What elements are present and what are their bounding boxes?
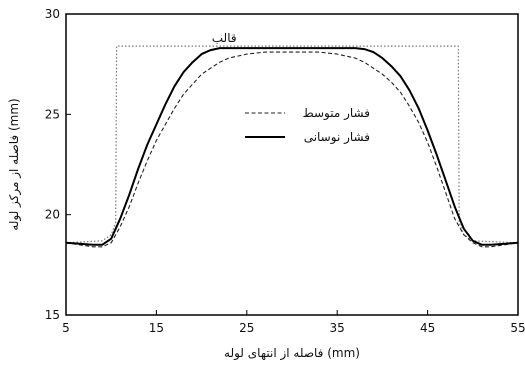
legend-label-average-pressure: فشار متوسط (303, 106, 370, 121)
y-axis-label: فاصله از مرکز لوله (mm) (7, 98, 22, 230)
y-tick-label: 20 (45, 208, 60, 222)
x-tick-label: 25 (239, 321, 254, 335)
y-tick-label: 15 (45, 308, 60, 322)
y-tick-label: 30 (45, 7, 60, 21)
x-tick-label: 35 (330, 321, 345, 335)
oscillating-pressure-line (65, 47, 519, 246)
plot-frame (65, 13, 519, 316)
x-tick-label: 15 (149, 321, 164, 335)
legend: فشار متوسط فشار نوسانی (245, 106, 370, 145)
series-layer (65, 45, 519, 248)
x-tick-label: 55 (510, 321, 525, 335)
average-pressure-line (65, 51, 519, 248)
y-tick-label: 25 (45, 107, 60, 121)
mold-annotation: قالب (212, 31, 237, 45)
x-axis-label: فاصله از انتهای لوله (mm) (224, 346, 360, 361)
mold-line (65, 45, 519, 244)
x-tick-label: 5 (62, 321, 70, 335)
legend-label-oscillating-pressure: فشار نوسانی (304, 130, 370, 145)
x-tick-label: 45 (420, 321, 435, 335)
